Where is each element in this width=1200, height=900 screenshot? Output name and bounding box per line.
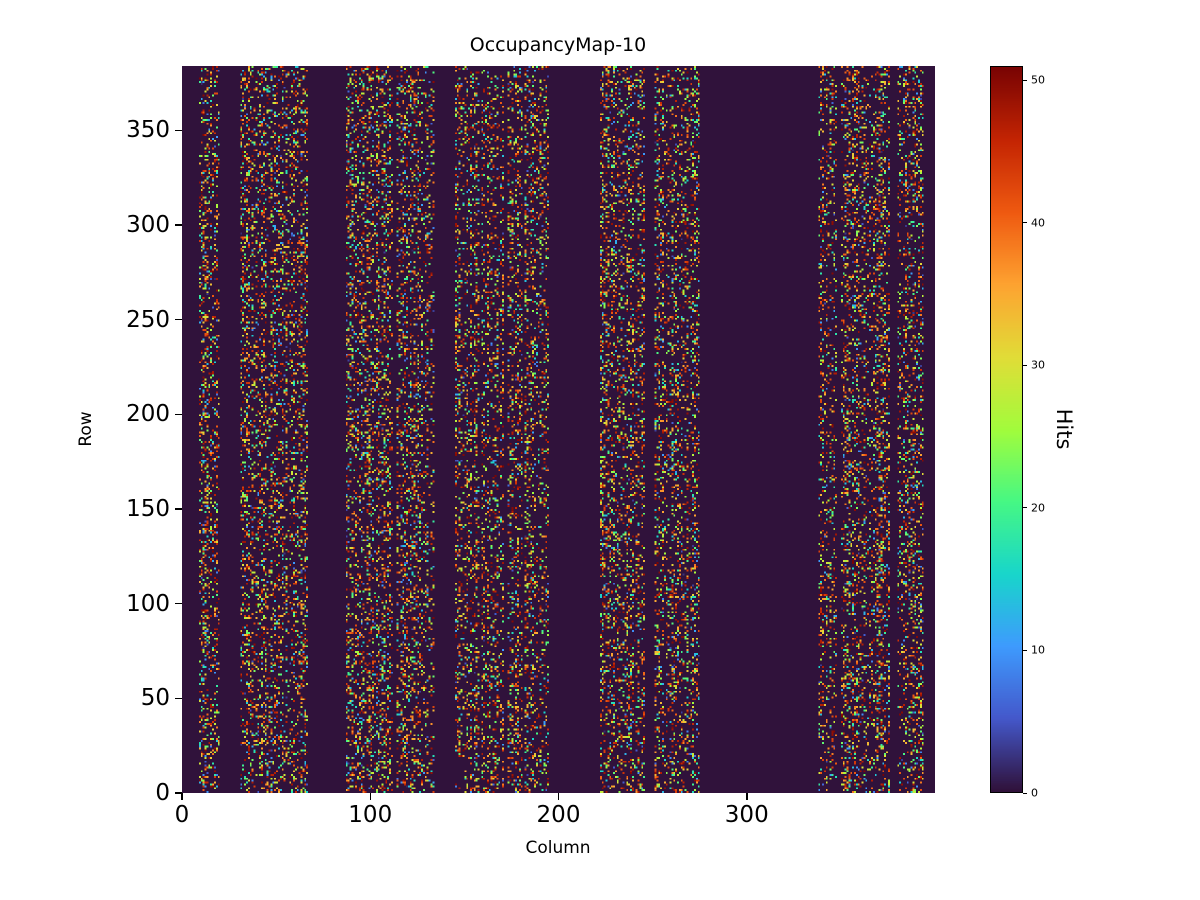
colorbar-tick-label: 0 — [1031, 786, 1038, 800]
x-tick-mark — [746, 793, 748, 800]
x-tick-mark — [557, 793, 560, 800]
y-tick-label: 0 — [155, 780, 170, 806]
x-tick-mark — [369, 793, 371, 800]
colorbar-tick-mark — [1023, 364, 1027, 366]
colorbar-tick-label: 30 — [1031, 358, 1045, 372]
x-axis-label: Column — [525, 838, 591, 858]
y-tick-mark — [175, 129, 182, 132]
x-tick-label: 300 — [724, 802, 769, 828]
colorbar-tick-mark — [1023, 507, 1027, 509]
colorbar-tick-mark — [1023, 649, 1027, 651]
x-tick-label: 200 — [536, 802, 581, 828]
y-tick-label: 150 — [126, 496, 170, 523]
plot-area — [182, 66, 935, 793]
colorbar — [990, 66, 1023, 793]
x-tick-label: 0 — [174, 802, 190, 828]
y-axis-label: Row — [76, 411, 96, 447]
y-tick-mark — [175, 318, 182, 321]
y-tick-mark — [175, 697, 182, 700]
y-tick-label: 200 — [126, 401, 170, 428]
y-tick-mark — [175, 508, 182, 510]
y-tick-mark — [175, 602, 182, 605]
colorbar-tick-label: 10 — [1031, 643, 1045, 657]
y-tick-mark — [175, 413, 182, 416]
y-tick-label: 300 — [126, 212, 170, 239]
colorbar-tick-label: 40 — [1031, 216, 1045, 230]
x-tick-mark — [181, 793, 183, 800]
chart-title: OccupancyMap-10 — [469, 34, 647, 56]
heatmap-canvas — [182, 66, 935, 793]
colorbar-tick-mark — [1023, 792, 1027, 794]
y-tick-label: 350 — [126, 117, 170, 144]
y-tick-mark — [175, 224, 182, 226]
y-tick-mark — [175, 792, 182, 794]
y-tick-label: 250 — [126, 306, 170, 333]
colorbar-tick-mark — [1023, 79, 1027, 81]
y-tick-label: 100 — [126, 590, 170, 617]
colorbar-tick-label: 20 — [1031, 501, 1045, 515]
colorbar-tick-mark — [1023, 222, 1027, 224]
colorbar-canvas — [991, 67, 1022, 792]
y-tick-label: 50 — [140, 685, 170, 712]
colorbar-tick-label: 50 — [1031, 73, 1045, 87]
colorbar-label: Hits — [1052, 408, 1076, 450]
x-tick-label: 100 — [348, 802, 393, 828]
